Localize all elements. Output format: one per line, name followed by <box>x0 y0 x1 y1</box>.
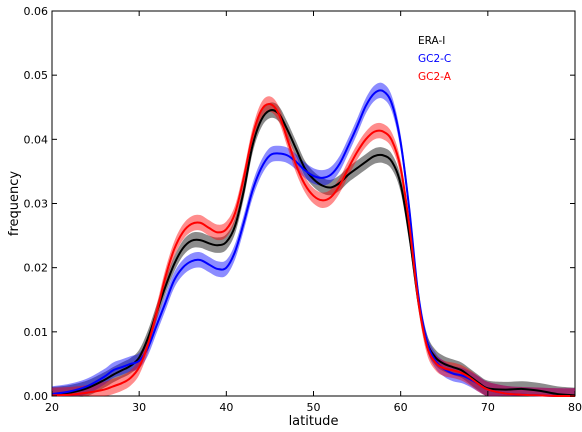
y-tick-label: 0.04 <box>24 133 49 146</box>
legend: ERA-I GC2-C GC2-A <box>418 35 452 83</box>
x-tick-label: 30 <box>132 401 146 414</box>
y-tick-label: 0.03 <box>24 198 49 211</box>
x-axis-ticks: 20 30 40 50 60 70 80 <box>45 11 582 414</box>
x-tick-label: 50 <box>307 401 321 414</box>
x-tick-label: 40 <box>219 401 233 414</box>
x-tick-label: 20 <box>45 401 59 414</box>
x-axis-label: latitude <box>289 414 339 429</box>
legend-entry-gc2-a: GC2-A <box>418 71 452 83</box>
legend-entry-era-i: ERA-I <box>418 35 445 47</box>
y-tick-label: 0.01 <box>24 326 49 339</box>
plot-area <box>51 10 576 397</box>
y-tick-label: 0.00 <box>24 390 49 403</box>
series-line-gc2-a <box>51 102 576 398</box>
y-axis-label: frequency <box>7 171 22 237</box>
x-tick-label: 60 <box>394 401 408 414</box>
series-lines <box>51 89 576 398</box>
x-tick-label: 70 <box>481 401 495 414</box>
x-tick-label: 80 <box>568 401 582 414</box>
series-line-gc2-c <box>51 89 576 398</box>
y-tick-label: 0.06 <box>24 5 49 18</box>
y-tick-label: 0.05 <box>24 69 49 82</box>
y-axis-ticks: 0.00 0.01 0.02 0.03 0.04 0.05 0.06 <box>24 5 575 403</box>
y-tick-label: 0.02 <box>24 262 49 275</box>
legend-entry-gc2-c: GC2-C <box>418 53 451 65</box>
